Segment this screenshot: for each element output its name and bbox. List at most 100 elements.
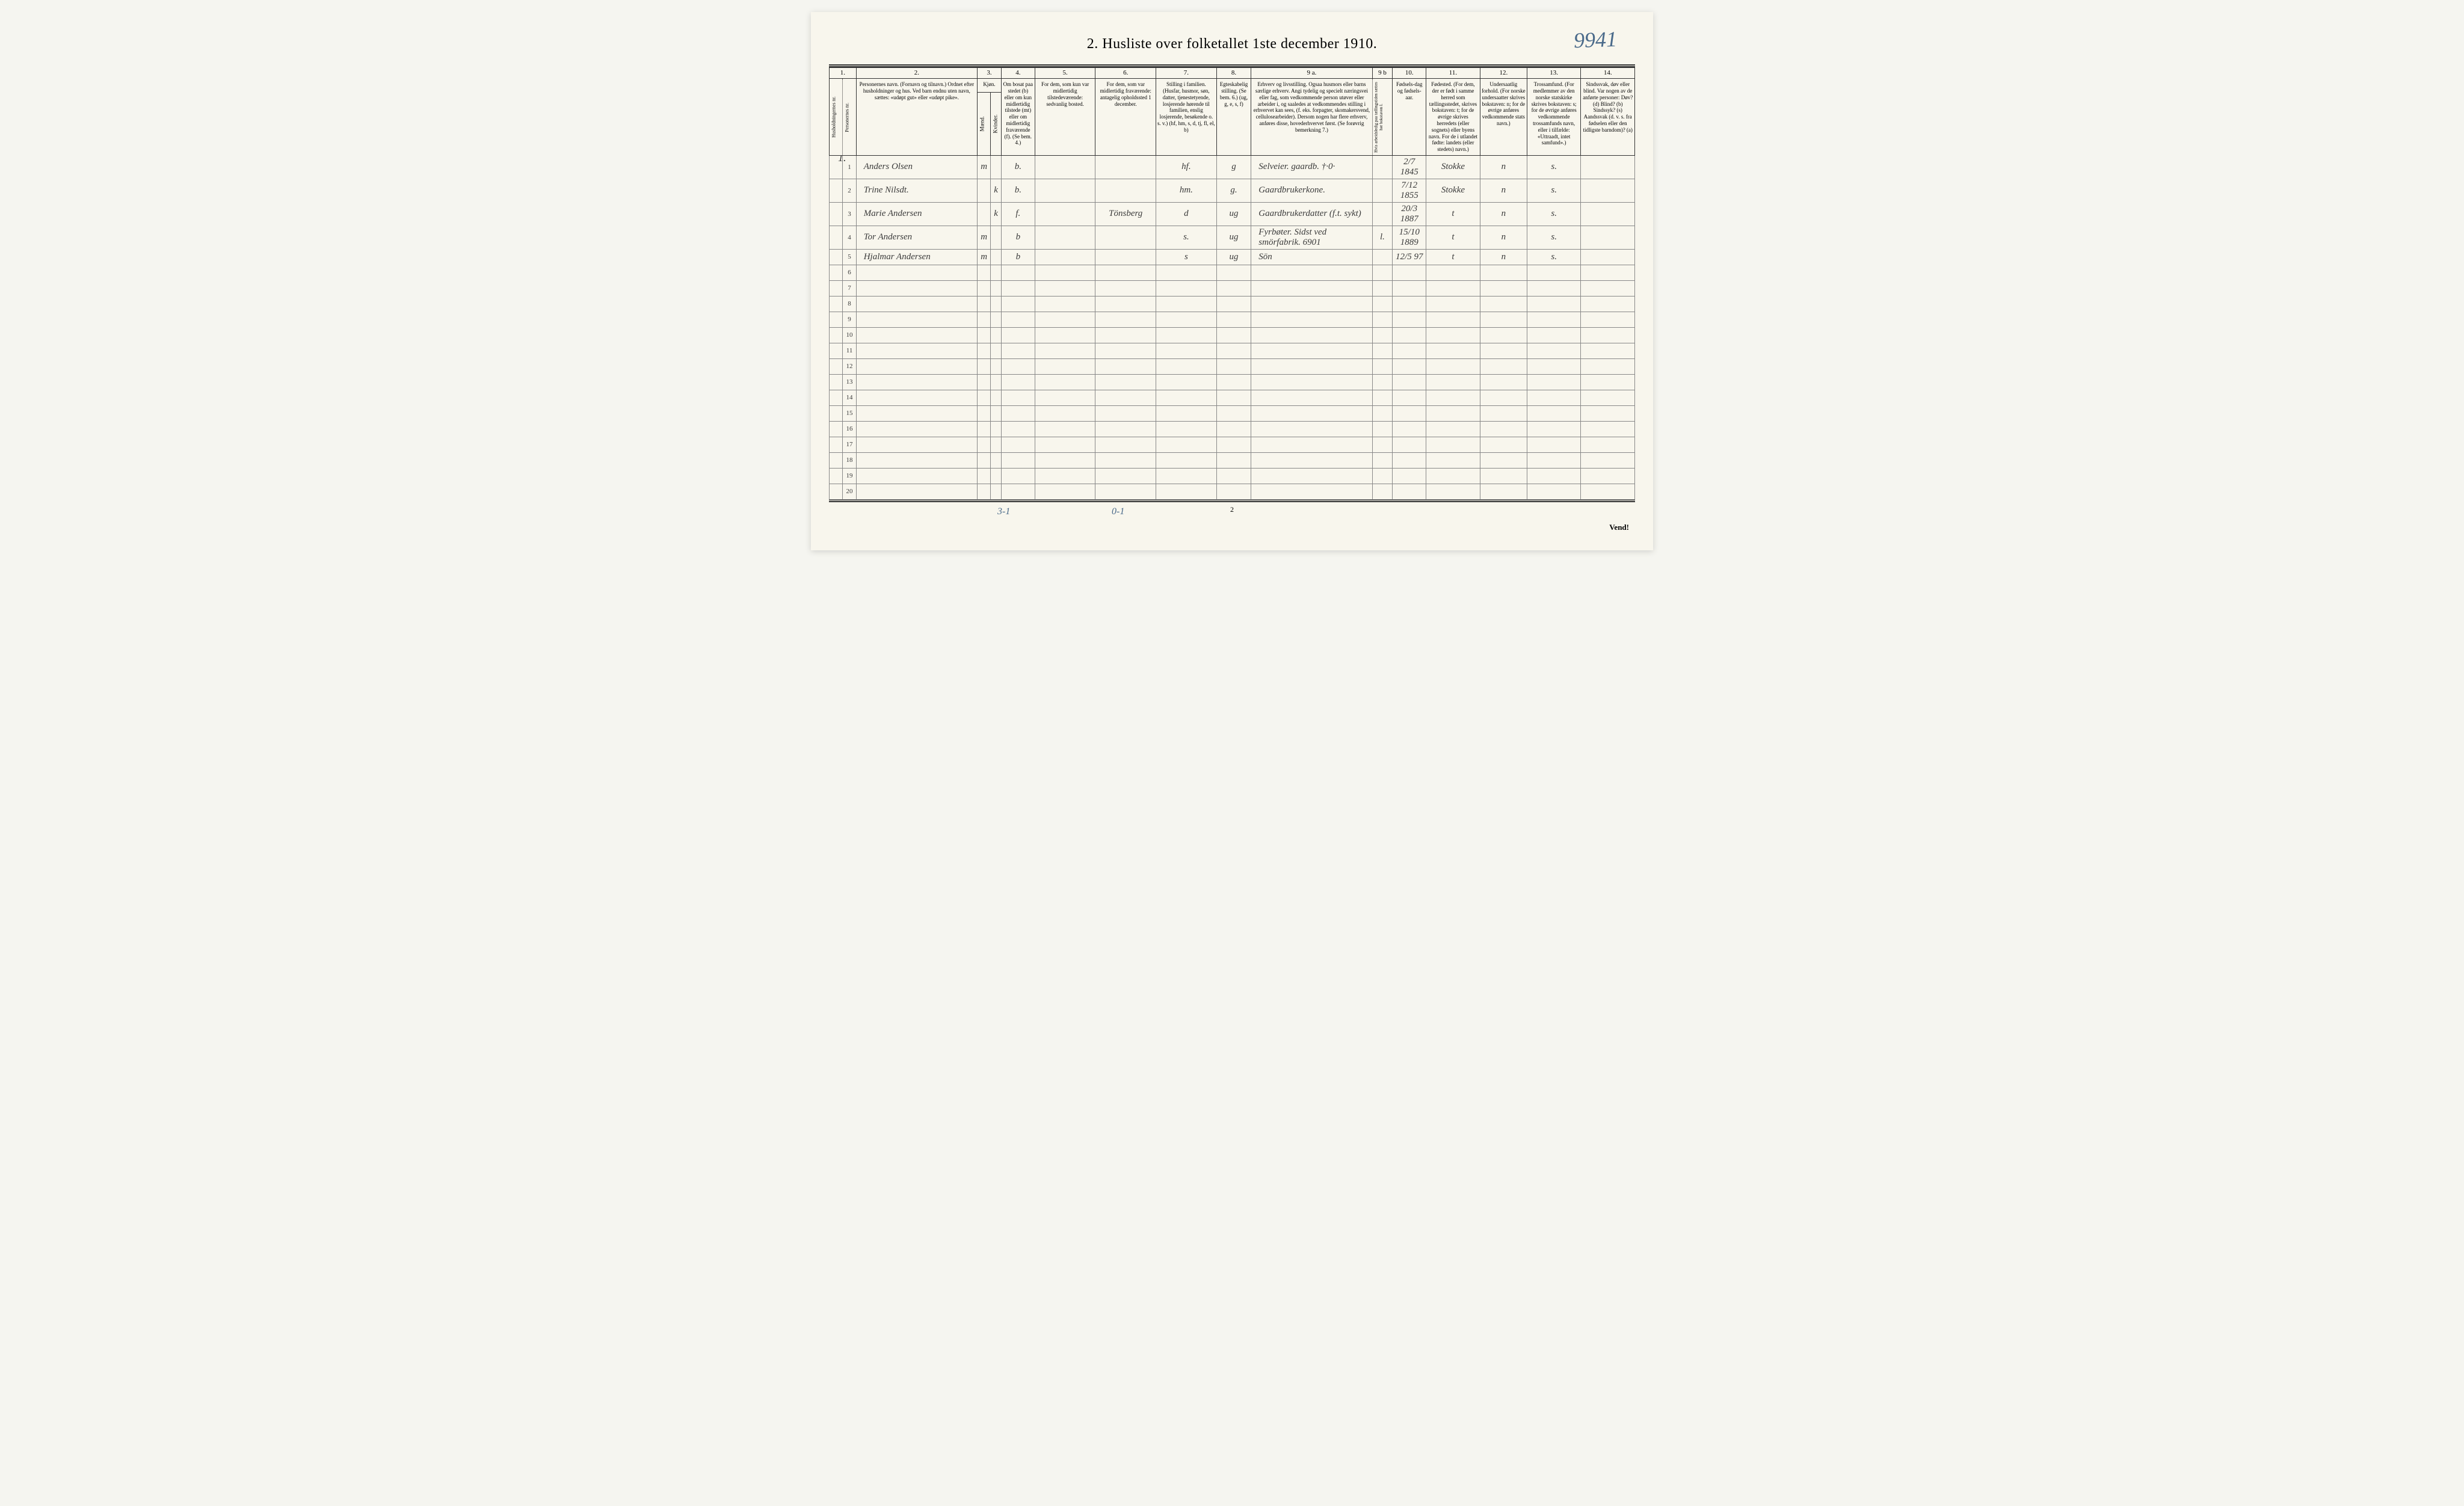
disability-cell — [1581, 296, 1635, 312]
name-cell — [856, 484, 977, 499]
disability-cell — [1581, 202, 1635, 226]
resident-cell — [1001, 327, 1035, 343]
marital-cell: g. — [1216, 179, 1251, 202]
religion-cell — [1527, 265, 1580, 280]
unemployed-cell — [1372, 468, 1393, 484]
birthplace-cell: t — [1426, 202, 1480, 226]
birthplace-cell: Stokke — [1426, 155, 1480, 179]
birth-cell — [1393, 421, 1426, 437]
header-6: For dem, som var midlertidig fraværende:… — [1095, 79, 1156, 156]
annotation-right: 0-1 — [1112, 506, 1124, 517]
nationality-cell — [1480, 390, 1527, 405]
person-num-cell: 12 — [843, 358, 856, 374]
family-pos-cell — [1156, 468, 1217, 484]
birth-cell — [1393, 280, 1426, 296]
birthplace-cell: t — [1426, 226, 1480, 249]
sex-k-cell — [991, 327, 1002, 343]
sex-m-cell — [978, 265, 991, 280]
colnum-6: 6. — [1095, 67, 1156, 79]
nationality-cell — [1480, 327, 1527, 343]
unemployed-cell — [1372, 327, 1393, 343]
nationality-cell — [1480, 405, 1527, 421]
household-num-cell — [830, 374, 843, 390]
disability-cell — [1581, 390, 1635, 405]
header-1a: Husholdningernes nr. — [830, 79, 843, 156]
table-row: 17 — [830, 437, 1635, 452]
column-number-row: 1. 2. 3. 4. 5. 6. 7. 8. 9 a. 9 b 10. 11.… — [830, 67, 1635, 79]
sex-m-cell — [978, 374, 991, 390]
sex-m-cell — [978, 390, 991, 405]
sex-m-cell — [978, 405, 991, 421]
sex-k-cell — [991, 343, 1002, 358]
person-num-cell: 2 — [843, 179, 856, 202]
resident-cell — [1001, 343, 1035, 358]
birthplace-cell: t — [1426, 249, 1480, 265]
midl-frav-cell — [1095, 468, 1156, 484]
sex-m-cell — [978, 202, 991, 226]
marital-cell — [1216, 468, 1251, 484]
religion-cell — [1527, 437, 1580, 452]
table-row: 14 — [830, 390, 1635, 405]
occupation-cell — [1251, 405, 1372, 421]
religion-cell — [1527, 358, 1580, 374]
table-row: 4 Tor Andersen m b s. ug Fyrbøter. Sidst… — [830, 226, 1635, 249]
birthplace-cell — [1426, 452, 1480, 468]
disability-cell — [1581, 374, 1635, 390]
handwritten-page-number: 9941 — [1573, 26, 1617, 53]
midl-tilstede-cell — [1035, 358, 1095, 374]
midl-frav-cell — [1095, 155, 1156, 179]
header-9a: Erhverv og livsstilling. Ogsaa husmors e… — [1251, 79, 1372, 156]
birthplace-cell — [1426, 468, 1480, 484]
person-num-cell: 3 — [843, 202, 856, 226]
header-14: Sindssvak, døv eller blind. Var nogen av… — [1581, 79, 1635, 156]
person-num-cell: 10 — [843, 327, 856, 343]
occupation-cell: Sön — [1251, 249, 1372, 265]
unemployed-cell — [1372, 265, 1393, 280]
household-num-cell — [830, 421, 843, 437]
name-cell: Hjalmar Andersen — [856, 249, 977, 265]
nationality-cell — [1480, 312, 1527, 327]
midl-tilstede-cell — [1035, 390, 1095, 405]
family-pos-cell — [1156, 280, 1217, 296]
disability-cell — [1581, 327, 1635, 343]
sex-k-cell — [991, 296, 1002, 312]
name-cell — [856, 327, 977, 343]
disability-cell — [1581, 280, 1635, 296]
sex-m-cell — [978, 468, 991, 484]
occupation-cell: Gaardbrukerkone. — [1251, 179, 1372, 202]
disability-cell — [1581, 312, 1635, 327]
occupation-cell — [1251, 296, 1372, 312]
colnum-4: 4. — [1001, 67, 1035, 79]
name-cell: Marie Andersen — [856, 202, 977, 226]
midl-tilstede-cell — [1035, 327, 1095, 343]
page-title: 2. Husliste over folketallet 1ste decemb… — [829, 36, 1635, 52]
resident-cell: b — [1001, 249, 1035, 265]
birthplace-cell — [1426, 421, 1480, 437]
household-num-cell — [830, 280, 843, 296]
family-pos-cell: d — [1156, 202, 1217, 226]
birthplace-cell — [1426, 437, 1480, 452]
family-pos-cell — [1156, 390, 1217, 405]
resident-cell — [1001, 452, 1035, 468]
table-row: 5 Hjalmar Andersen m b s ug Sön 12/5 97 … — [830, 249, 1635, 265]
midl-tilstede-cell — [1035, 343, 1095, 358]
sex-m-cell — [978, 312, 991, 327]
resident-cell: b. — [1001, 179, 1035, 202]
household-num-cell — [830, 296, 843, 312]
name-cell — [856, 296, 977, 312]
household-num-cell — [830, 312, 843, 327]
header-5: For dem, som kun var midlertidig tilsted… — [1035, 79, 1095, 156]
header-3a: Mænd. — [978, 93, 991, 156]
census-page: 9941 2. Husliste over folketallet 1ste d… — [811, 12, 1653, 550]
birthplace-cell — [1426, 484, 1480, 499]
birthplace-cell — [1426, 265, 1480, 280]
family-pos-cell — [1156, 452, 1217, 468]
midl-tilstede-cell — [1035, 179, 1095, 202]
midl-tilstede-cell — [1035, 226, 1095, 249]
header-8: Egteskabelig stilling. (Se bem. 6.) (ug,… — [1216, 79, 1251, 156]
midl-frav-cell — [1095, 437, 1156, 452]
religion-cell — [1527, 374, 1580, 390]
occupation-cell — [1251, 484, 1372, 499]
family-pos-cell — [1156, 421, 1217, 437]
disability-cell — [1581, 468, 1635, 484]
